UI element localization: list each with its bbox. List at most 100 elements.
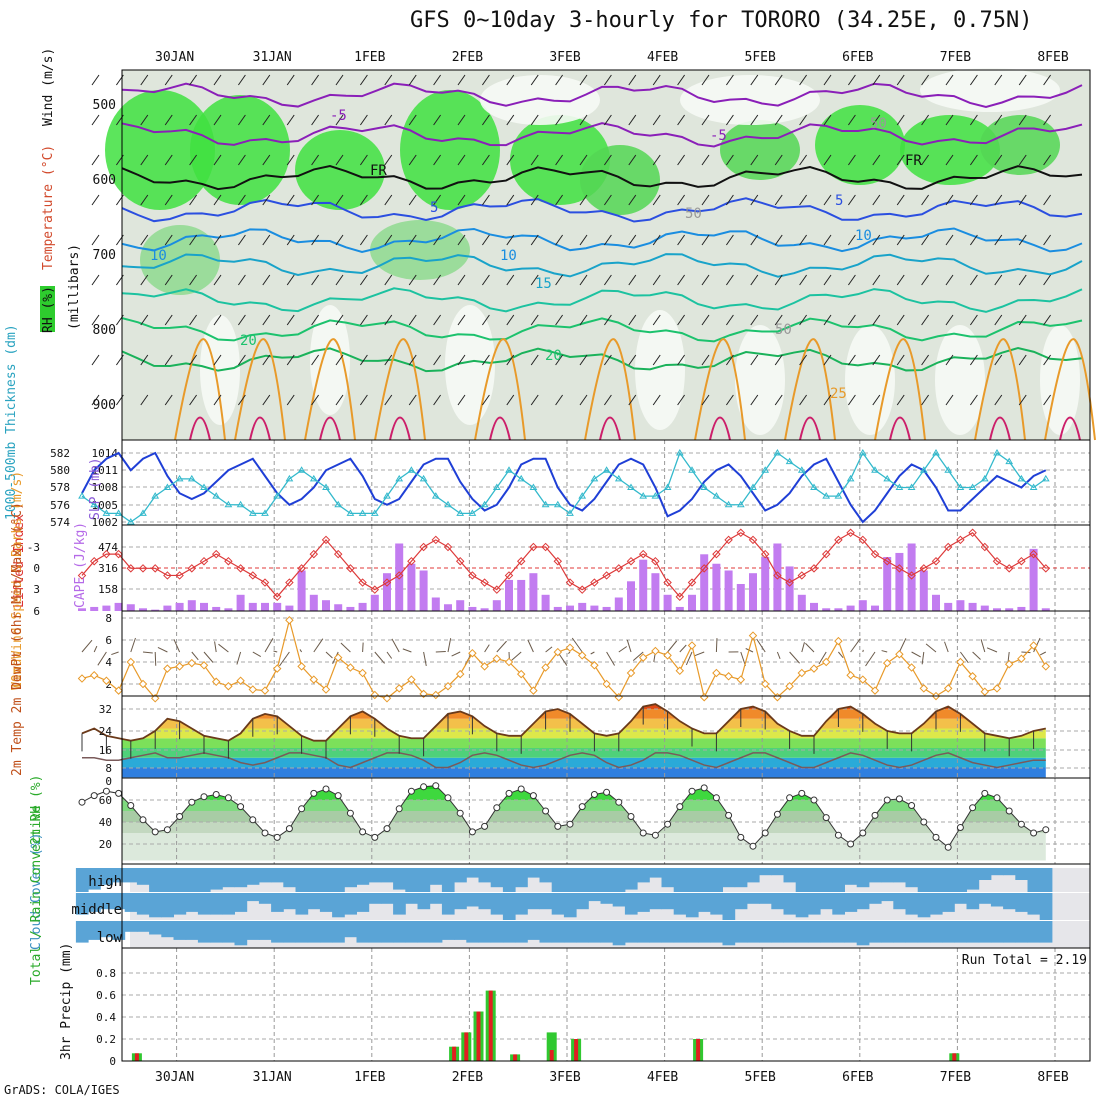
wind-barb xyxy=(218,643,229,653)
cloud-cell xyxy=(1039,893,1053,920)
clear-shade xyxy=(480,75,600,125)
wind-barb xyxy=(496,640,507,653)
cape-bar xyxy=(431,597,440,611)
thickness-point xyxy=(383,492,391,499)
thickness-point xyxy=(871,466,879,473)
wind-barb xyxy=(603,394,612,406)
wind-speed-point xyxy=(541,663,550,672)
wind-speed-point xyxy=(102,676,111,685)
wind-barb xyxy=(679,644,687,653)
wind-barb xyxy=(632,651,644,661)
rh-point xyxy=(773,810,781,818)
cloud-cell xyxy=(673,893,687,915)
cloud-cell xyxy=(246,893,260,902)
cloud-cell xyxy=(563,868,577,892)
lifted-index-point xyxy=(529,542,538,552)
cloud-cell xyxy=(124,868,138,883)
cloud-cell xyxy=(307,921,321,943)
cape-bar xyxy=(736,583,745,611)
cloud-cell xyxy=(734,921,748,943)
rh-point xyxy=(615,798,623,806)
isotherm-spike xyxy=(1059,416,1081,441)
cloud-cell xyxy=(771,893,784,910)
wind-barb xyxy=(91,354,100,366)
wind-barb xyxy=(91,154,100,166)
rh-point xyxy=(712,794,720,802)
wind-barb xyxy=(677,194,686,206)
wind-speed-point xyxy=(797,668,807,678)
wind-barb xyxy=(140,354,149,366)
lifted-index-point xyxy=(675,592,685,602)
cloud-cell xyxy=(417,921,431,943)
contour-label: 50 xyxy=(870,116,887,132)
lifted-index-point xyxy=(895,564,904,573)
cape-bar xyxy=(480,608,489,611)
thickness-point xyxy=(309,474,318,482)
wind-barb xyxy=(189,74,198,86)
wind-barb xyxy=(164,74,173,86)
wind-barb xyxy=(652,74,661,86)
wind-barb xyxy=(896,154,905,166)
cloud-cell xyxy=(319,893,333,912)
rh-point xyxy=(468,828,476,836)
cloud-cell xyxy=(344,893,357,915)
time-label-top: 31JAN xyxy=(253,50,292,65)
rh-band xyxy=(122,811,1046,822)
wind-barb xyxy=(481,154,490,166)
lifted-index-point xyxy=(651,556,660,566)
cape-bar xyxy=(346,606,355,611)
rh-point xyxy=(102,787,110,795)
wind-barb xyxy=(335,274,344,286)
isotherm-line xyxy=(121,253,1083,278)
isotherm-spike xyxy=(189,416,211,441)
wind-barb xyxy=(994,154,1003,166)
cloud-cell xyxy=(966,893,980,910)
wind-barb xyxy=(189,154,198,166)
cloud-cell xyxy=(295,921,309,943)
wind-barb xyxy=(481,194,490,206)
wind-speed-point xyxy=(882,658,892,668)
thickness-point xyxy=(627,483,635,490)
cloud-cell xyxy=(234,868,248,888)
lifted-index-point xyxy=(102,549,111,559)
wind-barb xyxy=(140,194,149,206)
wind-barb xyxy=(142,651,153,654)
wind-barb xyxy=(457,114,466,126)
cloud-cell xyxy=(844,893,858,912)
wind-barb xyxy=(1043,234,1052,246)
lifted-index-point xyxy=(504,571,514,580)
wind-barb xyxy=(237,274,246,286)
thickness-point xyxy=(212,492,221,499)
wind-barb xyxy=(384,74,393,86)
cloud-cell xyxy=(759,893,772,904)
cloud-cell xyxy=(88,893,101,912)
wind-barb xyxy=(335,114,344,126)
wind-speed-point xyxy=(455,669,465,679)
cloud-cell xyxy=(893,921,906,943)
thickness-point xyxy=(761,466,770,473)
cloud-cell xyxy=(966,868,980,890)
cloud-cell xyxy=(978,893,992,904)
wind-barb xyxy=(872,274,881,286)
cloud-cell xyxy=(881,868,894,883)
cloud-cell xyxy=(600,893,614,904)
rh-point xyxy=(420,783,428,791)
lifted-index-point xyxy=(480,578,489,587)
wind-barb xyxy=(872,354,881,366)
isotherm-spike xyxy=(599,416,621,441)
wind-barb xyxy=(847,274,856,286)
wind-barb xyxy=(140,74,149,86)
temp-band xyxy=(122,718,1046,729)
thickness-point xyxy=(944,466,953,473)
wind-barb xyxy=(91,274,100,286)
wind-barb xyxy=(140,234,149,246)
wind-barb xyxy=(579,274,588,286)
wind-barb xyxy=(774,354,783,366)
contour-label: 15 xyxy=(535,276,552,292)
wind-barb xyxy=(628,74,637,86)
rh-point xyxy=(627,813,635,820)
lifted-index-point xyxy=(297,564,306,573)
wind-barb xyxy=(189,314,198,326)
wind-barb xyxy=(1043,194,1052,206)
